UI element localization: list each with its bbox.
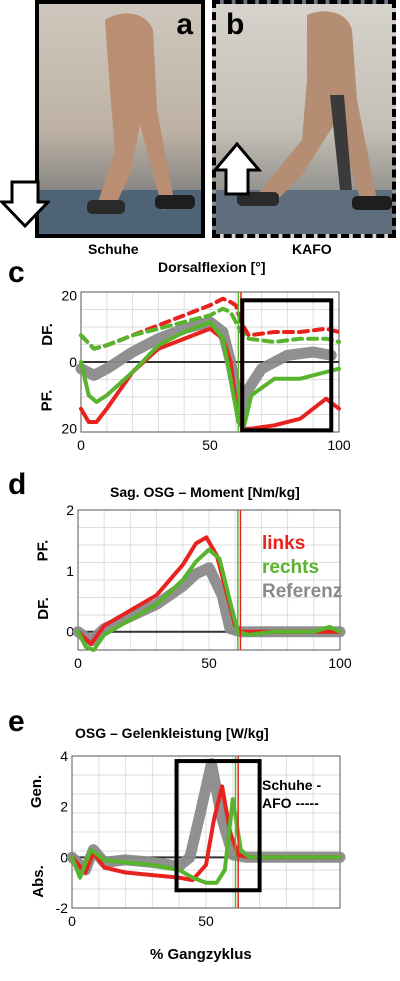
ylabel-top-d: PF. (34, 539, 52, 562)
x-tick-label: 0 (74, 655, 82, 671)
panel-letter-c: c (8, 256, 25, 289)
series-line-referenz (75, 316, 337, 421)
panel-letter-b: b (226, 8, 245, 41)
chart-title-d: Sag. OSG – Moment [Nm/kg] (110, 484, 300, 500)
y-tick-label: 4 (60, 748, 68, 764)
chart-moment: 0 50 100 2 1 0 (66, 502, 352, 671)
legend-referenz: Referenz (262, 580, 343, 602)
down-arrow-icon (0, 180, 52, 230)
y-tick-label: 0 (69, 354, 77, 370)
axes-frame (77, 509, 341, 651)
photo-kafo: b (212, 0, 396, 238)
panel-letter-e: e (8, 705, 25, 738)
highlight-box (240, 298, 334, 433)
panel-letter-a: a (176, 8, 193, 41)
walker-silhouette-kafo (216, 11, 392, 234)
ylabel-bottom-c: PF. (38, 389, 56, 412)
y-tick-label: 20 (61, 287, 77, 303)
annotation-afo: AFO ----- (262, 795, 319, 812)
y-tick-label: 20 (61, 421, 77, 437)
x-tick-label: 100 (327, 437, 351, 453)
axes-frame (71, 755, 341, 909)
photo-schuhe: a (35, 0, 205, 238)
legend-links: links (262, 533, 306, 554)
x-tick-label: 50 (201, 655, 217, 671)
annotation-schuhe: Schuhe - (262, 777, 322, 793)
annotation-e: Schuhe - AFO ----- (262, 776, 321, 812)
y-tick-label: -2 (56, 900, 69, 916)
series-line-rechts-kafo (79, 306, 341, 351)
x-tick-label: 100 (328, 655, 352, 671)
y-tick-label: 2 (60, 799, 68, 815)
series-line-rechts (76, 547, 342, 652)
up-arrow-icon (211, 140, 263, 196)
chart-title-e: OSG – Gelenkleistung [W/kg] (75, 725, 269, 741)
caption-schuhe: Schuhe (88, 241, 139, 257)
y-tick-label: 1 (66, 563, 74, 579)
highlight-box (174, 759, 262, 893)
y-tick-label: 0 (60, 849, 68, 865)
series-line-rechts (79, 320, 341, 431)
chart-title-c: Dorsalflexion [°] (158, 259, 266, 275)
x-tick-label: 50 (198, 913, 214, 929)
ylabel-bottom-d: DF. (34, 597, 52, 620)
x-tick-label: 50 (202, 437, 218, 453)
y-tick-label: 2 (66, 502, 74, 518)
caption-kafo: KAFO (292, 241, 332, 257)
walker-silhouette-schuhe (39, 13, 201, 234)
x-tick-label: 0 (68, 913, 76, 929)
legend-d: links rechts Referenz (262, 532, 342, 603)
panel-letter-d: d (8, 468, 27, 501)
x-tick-label: 0 (77, 437, 85, 453)
legend-rechts: rechts (262, 556, 320, 578)
y-tick-label: 0 (66, 624, 74, 640)
ylabel-top-c: DF. (38, 323, 56, 346)
xlabel-e: % Gangzyklus (150, 946, 252, 963)
